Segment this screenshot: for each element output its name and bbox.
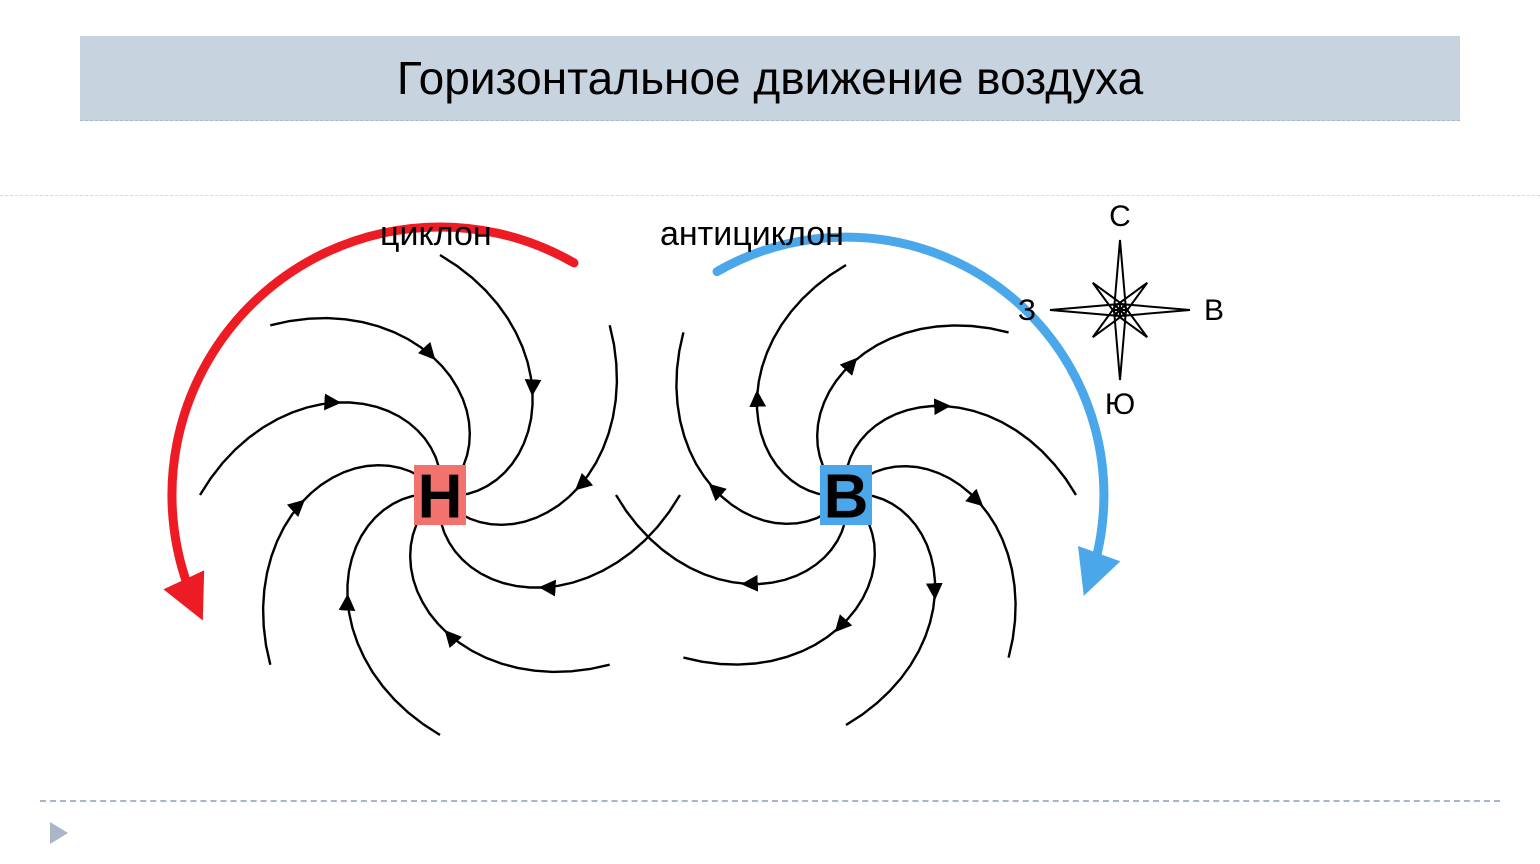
anticyclone-label: антициклон: [660, 215, 844, 253]
compass-label: В: [1204, 294, 1224, 327]
air-motion-diagram: Н В С Ю З В циклон антициклон: [0, 0, 1540, 864]
compass-label: Ю: [1105, 388, 1135, 421]
compass-label: З: [1018, 294, 1036, 327]
cyclone-badge-letter: Н: [418, 463, 463, 532]
cyclone-label: циклон: [380, 215, 492, 253]
compass-rose-icon: С Ю З В: [1018, 200, 1224, 421]
rotation-arrows: [172, 227, 1104, 608]
cyclone-rotation-arrow: [172, 227, 574, 608]
compass-label: С: [1109, 200, 1131, 233]
anticyclone-badge-letter: В: [824, 463, 869, 532]
